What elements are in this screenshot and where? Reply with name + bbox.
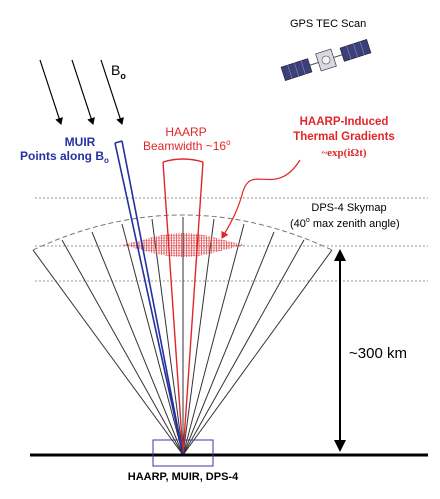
skymap-ray: [32, 249, 184, 456]
muir-label: MUIR: [65, 135, 96, 149]
b-field-arrows: [39, 59, 124, 125]
haarp-label: HAARP: [165, 125, 206, 139]
satellite-icon: [280, 39, 372, 81]
dps-skymap-label: DPS-4 Skymap: [311, 202, 386, 214]
skymap-ray: [121, 223, 184, 456]
distance-label: ~300 km: [349, 345, 407, 362]
skymap-ray: [61, 239, 184, 456]
skymap-arc: [32, 214, 333, 251]
muir-beam: [114, 140, 184, 456]
skymap-ray: [182, 239, 305, 456]
distance-arrow: [334, 249, 346, 452]
muir-points-label: Points along Bo: [20, 149, 109, 165]
site-box: [152, 439, 214, 467]
skymap-ray: [182, 249, 333, 456]
haarp-beam: [162, 158, 204, 456]
skymap-ray: [151, 218, 184, 456]
thermal-formula: ~exp(iΩt): [321, 147, 366, 159]
dps-zenith-label: (40o max zenith angle): [290, 217, 400, 230]
thermal-label-line1: HAARP-Induced: [300, 116, 389, 128]
skymap-ray: [182, 223, 245, 456]
skymap-ray-fan: [32, 217, 333, 456]
thermal-gradient-arrow: [221, 159, 301, 239]
haarp-beamwidth-label: Beamwidth ~16o: [143, 138, 231, 153]
thermal-label-line2: Thermal Gradients: [293, 131, 395, 143]
gps-tec-label: GPS TEC Scan: [290, 18, 366, 30]
b-field-label: Bo: [111, 62, 126, 81]
skymap-ray: [182, 218, 215, 456]
skymap-ray: [91, 231, 184, 456]
site-label: HAARP, MUIR, DPS-4: [128, 471, 239, 483]
skymap-ray: [182, 231, 275, 456]
